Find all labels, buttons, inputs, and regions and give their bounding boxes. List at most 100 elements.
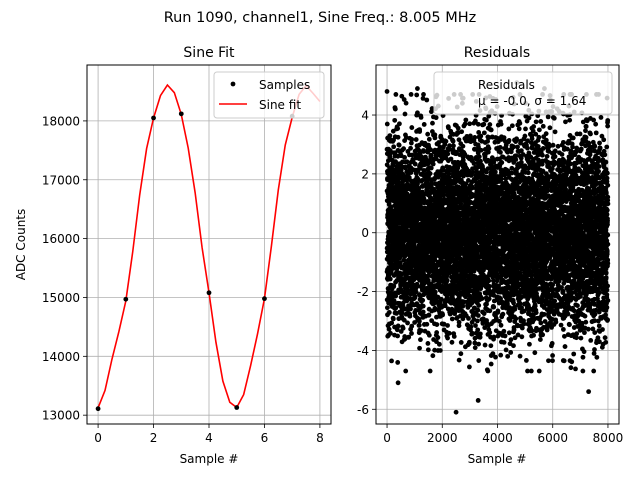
residual-point: [401, 257, 407, 263]
residual-point: [493, 354, 498, 360]
residual-point: [409, 323, 415, 329]
residual-point: [449, 339, 455, 345]
residual-point: [488, 127, 494, 133]
residual-point: [513, 316, 519, 322]
residual-point: [491, 304, 497, 310]
residual-point: [395, 360, 401, 365]
residual-point: [425, 273, 431, 279]
residual-point: [458, 201, 464, 207]
residual-point: [428, 181, 434, 186]
residual-point: [408, 306, 413, 312]
sine-fit-x-ticks: 0 2 4 6 8: [94, 431, 323, 445]
residual-point: [450, 297, 456, 303]
residuals-x-tick: 0: [383, 431, 391, 445]
residual-point: [472, 345, 478, 351]
residual-point: [420, 297, 426, 303]
residual-point: [463, 117, 469, 123]
residuals-x-tick: 2000: [427, 431, 458, 445]
residual-point: [415, 181, 420, 187]
residual-point: [486, 146, 492, 151]
residuals-x-tick: 6000: [537, 431, 568, 445]
residual-point: [446, 125, 451, 131]
residual-point: [403, 100, 409, 106]
residual-point: [440, 312, 446, 318]
residual-point: [407, 296, 413, 302]
residual-point: [501, 328, 507, 334]
residual-point: [475, 318, 480, 324]
residual-point: [425, 347, 431, 353]
residual-point: [388, 290, 394, 296]
residual-point: [434, 322, 440, 327]
residual-point: [385, 158, 391, 164]
residual-point: [462, 151, 468, 157]
sine-fit-y-ticks: 13000 14000 15000 16000 17000 18000: [42, 114, 80, 422]
residual-point: [481, 121, 487, 127]
residual-point: [514, 136, 519, 142]
residual-point: [392, 117, 398, 123]
sine-fit-y-tick: 16000: [42, 232, 80, 246]
residual-point: [468, 324, 474, 330]
residual-point: [391, 144, 397, 150]
residual-point: [389, 358, 394, 364]
residuals-title: Residuals: [464, 45, 530, 61]
residual-point: [481, 130, 487, 136]
residual-point: [396, 142, 402, 148]
residual-point: [389, 320, 395, 326]
residual-point: [409, 331, 414, 336]
residual-point: [508, 337, 514, 343]
residual-point: [413, 137, 419, 142]
residuals-series: [384, 80, 611, 415]
residual-point: [475, 307, 481, 313]
residual-point: [409, 152, 415, 158]
residual-point: [408, 140, 414, 146]
residual-point: [445, 323, 450, 328]
residual-point: [426, 332, 432, 338]
residual-point: [442, 303, 448, 309]
residual-point: [408, 145, 413, 151]
residual-point: [491, 334, 497, 340]
residual-point: [400, 325, 406, 331]
residual-point: [432, 347, 438, 353]
residual-point: [393, 159, 399, 165]
residual-point: [421, 92, 426, 97]
residuals-y-tick: 0: [361, 226, 369, 240]
residual-point: [395, 126, 401, 131]
residual-point: [447, 147, 452, 152]
residual-point: [503, 347, 509, 353]
sine-fit-y-tick: 13000: [42, 409, 80, 423]
residual-point: [425, 131, 431, 137]
sample-point: [95, 406, 101, 412]
residual-point: [428, 147, 434, 153]
sine-fit-grid: [87, 65, 331, 424]
residual-point: [387, 133, 393, 139]
residual-point: [472, 135, 478, 140]
residual-point: [437, 348, 443, 353]
residual-point: [495, 308, 501, 314]
residual-point: [440, 167, 446, 173]
sample-point: [123, 296, 129, 302]
residual-point: [432, 289, 438, 295]
residuals-y-tick: 4: [361, 109, 369, 123]
residual-point: [451, 334, 457, 339]
residual-point: [435, 335, 441, 340]
residual-point: [516, 126, 522, 132]
residual-point: [486, 296, 492, 302]
residual-point: [475, 327, 481, 333]
sine-fit-x-tick: 8: [316, 431, 324, 445]
residual-point: [417, 345, 422, 351]
residual-point: [407, 313, 413, 319]
residual-point: [395, 333, 400, 339]
residual-point: [446, 171, 452, 177]
residual-point: [408, 92, 414, 97]
residual-point: [509, 123, 515, 129]
sine-fit-y-label: ADC Counts: [14, 209, 28, 281]
sine-fit-y-tick: 15000: [42, 291, 80, 305]
residual-point: [499, 160, 505, 165]
residual-point: [456, 137, 462, 143]
residual-point: [421, 168, 427, 173]
residual-point: [478, 133, 484, 139]
residual-point: [429, 318, 435, 324]
residual-point: [416, 322, 422, 328]
residual-point: [450, 138, 456, 144]
sine-fit-y-tick: 17000: [42, 173, 80, 187]
